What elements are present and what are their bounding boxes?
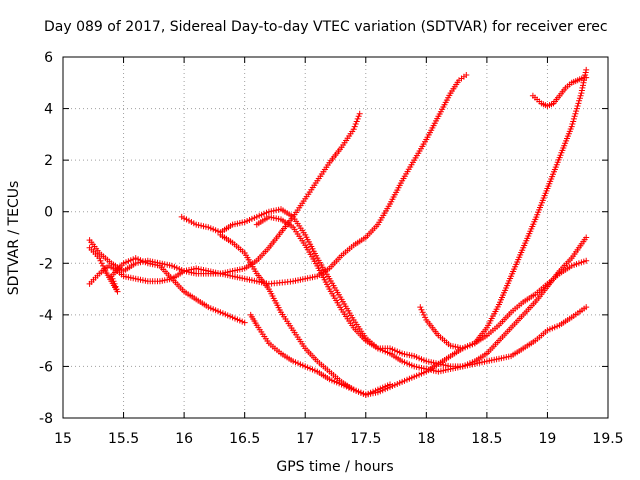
x-tick-label: 15 bbox=[54, 431, 72, 447]
x-tick-label: 19.5 bbox=[592, 431, 623, 447]
y-tick-label: -2 bbox=[39, 256, 53, 272]
x-tick-label: 18.5 bbox=[471, 431, 502, 447]
y-tick-label: 6 bbox=[44, 50, 53, 66]
series-track-8 bbox=[417, 66, 590, 352]
series-track-3 bbox=[86, 244, 248, 326]
y-tick-label: -8 bbox=[39, 411, 53, 427]
data-point-markers bbox=[86, 244, 248, 326]
x-tick-label: 17.5 bbox=[350, 431, 381, 447]
series-track-6 bbox=[247, 311, 393, 398]
data-point-markers bbox=[86, 72, 470, 287]
y-axis-title: SDTVAR / TECUs bbox=[6, 181, 22, 296]
x-tick-label: 16 bbox=[175, 431, 193, 447]
plot-frame bbox=[62, 56, 609, 419]
x-tick-label: 18 bbox=[417, 431, 435, 447]
y-tick-label: 0 bbox=[44, 205, 53, 221]
data-point-markers bbox=[247, 311, 393, 398]
data-point-markers bbox=[86, 110, 363, 277]
series-track-1 bbox=[86, 72, 470, 287]
grid-lines bbox=[63, 57, 608, 418]
y-tick-label: 4 bbox=[44, 102, 53, 118]
data-markers bbox=[86, 66, 590, 398]
series-track-2 bbox=[86, 110, 363, 277]
y-tick-label: 2 bbox=[44, 153, 53, 169]
data-point-markers bbox=[253, 213, 590, 370]
x-tick-label: 17 bbox=[296, 431, 314, 447]
x-axis-title: GPS time / hours bbox=[276, 459, 393, 475]
x-tick-label: 19 bbox=[539, 431, 557, 447]
axis-ticks: 15 15.5 16 16.5 17 17.5 18 18.5 19 19.5 -8 -6 -4 -2 0 2… bbox=[39, 50, 624, 447]
series-track-7 bbox=[253, 213, 590, 370]
y-tick-label: -6 bbox=[39, 359, 53, 375]
y-tick-label: -4 bbox=[39, 308, 53, 324]
chart-title: Day 089 of 2017, Sidereal Day-to-day VTE… bbox=[44, 19, 608, 35]
data-point-markers bbox=[417, 66, 590, 352]
data-point-markers bbox=[529, 74, 590, 109]
series-track-9 bbox=[529, 74, 590, 109]
x-tick-label: 15.5 bbox=[108, 431, 139, 447]
x-tick-label: 16.5 bbox=[229, 431, 260, 447]
